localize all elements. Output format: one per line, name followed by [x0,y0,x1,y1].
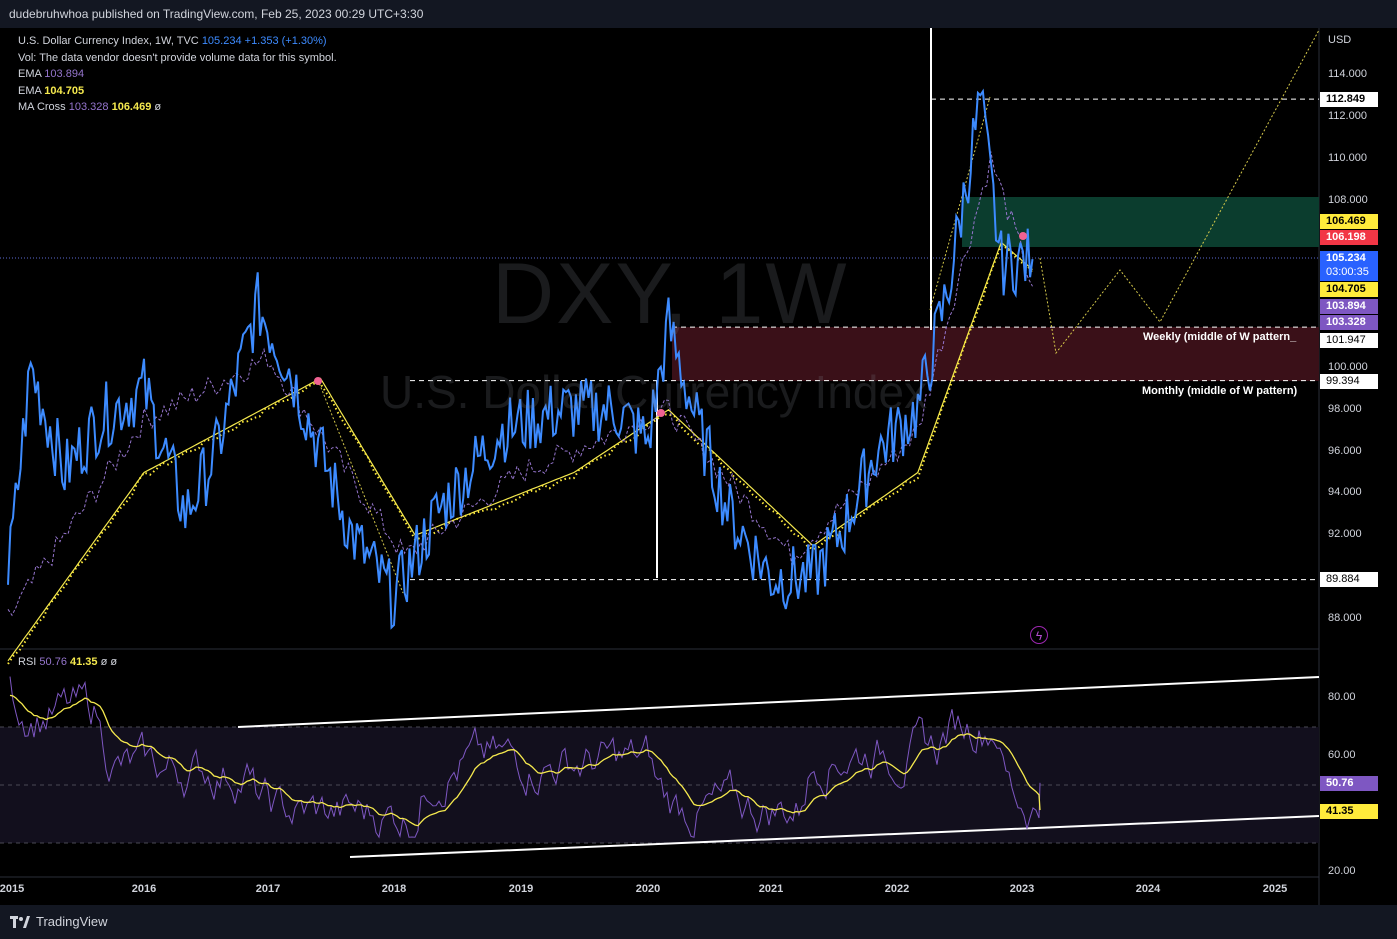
monthly-annotation: Monthly (middle of W pattern) [1142,385,1298,397]
price-tick: 98.000 [1328,402,1362,415]
rsi-ma-value: 41.35 [70,656,98,668]
legend-vol-row: Vol: The data vendor doesn't provide vol… [18,50,337,67]
tag-macross1: 103.328 [1320,315,1378,330]
year-tick: 2016 [131,883,157,895]
trend-guide-up [929,96,991,311]
tag-low: 89.884 [1320,572,1378,587]
brand-text: TradingView [36,914,108,929]
rsi-label: RSI [18,656,37,668]
price-tick: 114.000 [1328,68,1367,80]
rsi-lower-trendline [349,815,1320,858]
year-tick: 2019 [508,883,534,895]
cross-marker-2 [657,409,665,417]
tag-macross2: 106.469 [1320,214,1378,229]
year-tick: 2020 [635,883,661,895]
resistance-zone [962,197,1319,247]
price-tick: 110.000 [1328,151,1367,164]
year-tick: 2024 [1135,883,1161,895]
rsi-legend[interactable]: RSI 50.76 41.35 ø ø [18,656,117,668]
rsi-value: 50.76 [39,656,67,668]
macross-v2: 106.469 [111,101,152,113]
publisher-text: dudebruhwhoa published on TradingView.co… [9,7,424,21]
tag-last-value: 105.234 [1326,252,1366,264]
weekly-annotation: Weekly (middle of W pattern_ [1143,331,1297,343]
macross-v1: 103.328 [68,101,109,113]
year-tick: 2015 [0,883,25,895]
price-tick: 88.000 [1328,612,1362,624]
rsi-tick: 20.00 [1328,865,1356,877]
tag-ema2: 104.705 [1320,282,1378,297]
cross-marker-3 [1019,232,1027,240]
legend-title: U.S. Dollar Currency Index, 1W, TVC [18,35,199,47]
ema-slow-line [7,241,1033,662]
price-line [7,88,1034,630]
tag-countdown: 03:00:35 [1326,266,1369,278]
price-axis-background [1319,28,1397,905]
ema-fast-line [7,151,1033,617]
tag-rsi: 50.76 [1320,776,1378,791]
price-tick: 96.000 [1328,444,1362,457]
ema1-value: 103.894 [44,68,85,80]
tag-weekly: 101.947 [1320,333,1378,348]
rsi-tick: 60.00 [1328,749,1356,761]
legend-change: +1.353 (+1.30%) [244,35,327,47]
tag-ema1: 103.894 [1320,299,1378,314]
year-tick: 2017 [255,883,281,895]
legend-ema1-row[interactable]: EMA 103.894 [18,66,337,83]
tag-monthly: 99.394 [1320,374,1378,389]
year-tick: 2025 [1262,883,1288,895]
chart-canvas[interactable] [0,28,1397,905]
rsi-upper-trendline [237,676,1320,728]
rsi-v4: ø [110,656,118,668]
rsi-ma-line [9,694,1041,827]
symbol-watermark: DXY, 1W [492,246,849,342]
macross-v3: ø [154,101,162,113]
macross-label: MA Cross [18,101,66,113]
name-watermark: U.S. Dollar Currency Index [380,366,928,418]
vol-note: Vol: The data vendor doesn't provide vol… [18,51,337,64]
price-tick: 112.000 [1328,109,1367,122]
ema2-value: 104.705 [44,84,85,97]
tradingview-logo[interactable]: TradingView [10,914,108,929]
tradingview-icon [10,915,30,928]
legend-macross-row[interactable]: MA Cross 103.328 106.469 ø [18,99,337,116]
ma-cross-dotted-line [7,244,1034,665]
price-tick: 94.000 [1328,486,1362,499]
tag-high: 112.849 [1320,92,1378,107]
currency-label: USD [1328,34,1352,46]
lightning-icon[interactable]: ϟ [1030,626,1048,644]
rsi-line [9,676,1041,839]
rsi-tick: 80.00 [1328,691,1356,703]
year-tick: 2021 [758,883,784,895]
tag-last-price: 105.234 03:00:35 [1320,251,1378,281]
year-tick: 2018 [381,883,407,895]
legend-title-row[interactable]: U.S. Dollar Currency Index, 1W, TVC 105.… [18,33,337,50]
year-tick: 2022 [884,883,910,895]
rsi-v3: ø [100,656,108,668]
year-tick: 2023 [1009,883,1035,895]
tag-rsi-ma: 41.35 [1320,804,1378,819]
publisher-bar: dudebruhwhoa published on TradingView.co… [0,0,1397,28]
price-tick: 92.000 [1328,528,1362,541]
ema2-label: EMA [18,84,42,97]
support-zone [672,327,1319,381]
ema1-label: EMA [18,68,42,80]
chart-legend: U.S. Dollar Currency Index, 1W, TVC 105.… [18,33,337,116]
footer-bar: TradingView [0,905,1397,939]
cross-marker-1 [314,377,322,385]
legend-price: 105.234 [201,35,242,47]
tag-red: 106.198 [1320,230,1378,245]
price-tick: 108.000 [1328,193,1368,206]
projection-path [1039,29,1320,355]
legend-ema2-row[interactable]: EMA 104.705 [18,83,337,100]
price-tick: 100.000 [1328,360,1368,373]
